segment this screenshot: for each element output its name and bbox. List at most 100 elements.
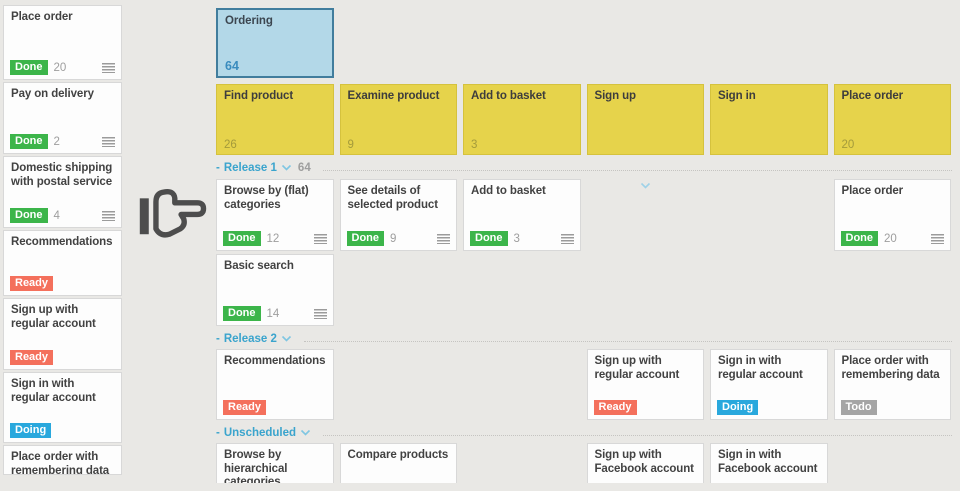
status-badge[interactable]: Done bbox=[223, 306, 261, 321]
card-title: Add to basket bbox=[471, 185, 546, 197]
card-title: Sign in bbox=[718, 90, 756, 102]
card-title: Sign in with Facebook account bbox=[718, 449, 818, 475]
status-badge[interactable]: Ready bbox=[223, 400, 267, 415]
activity-card[interactable]: Place order 20 bbox=[833, 84, 951, 155]
card-menu-icon[interactable] bbox=[931, 233, 944, 244]
pointer-bar bbox=[139, 198, 149, 235]
story-map-board: Ordering 64 Find product 26 Examine prod… bbox=[216, 0, 952, 483]
story-card[interactable]: Sign in with Facebook account bbox=[710, 443, 828, 483]
epic-card[interactable]: Ordering 64 bbox=[216, 8, 334, 78]
backlog-card[interactable]: Sign up with regular account Ready bbox=[3, 298, 122, 370]
status-badge[interactable]: Done bbox=[840, 231, 878, 246]
backlog-card[interactable]: Domestic shipping with postal service Do… bbox=[3, 156, 122, 228]
story-card[interactable]: Browse by hierarchical categories bbox=[216, 443, 334, 483]
story-card[interactable]: See details of selected product Done 9 bbox=[339, 179, 457, 251]
epic-row: Ordering 64 bbox=[216, 8, 952, 78]
collapse-dash-icon[interactable]: - bbox=[216, 161, 220, 174]
card-title: Sign up bbox=[594, 90, 637, 102]
card-points: 9 bbox=[390, 232, 397, 245]
card-points: 20 bbox=[53, 61, 67, 74]
card-title: Recommendations bbox=[224, 355, 326, 367]
release-separator bbox=[323, 435, 952, 436]
card-title: Domestic shipping with postal service bbox=[11, 162, 113, 188]
status-badge[interactable]: Doing bbox=[717, 400, 759, 415]
backlog-card[interactable]: Pay on delivery Done 2 bbox=[3, 82, 122, 154]
card-points: 4 bbox=[53, 209, 60, 222]
card-menu-icon[interactable] bbox=[437, 233, 450, 244]
release-header[interactable]: - Release 1 64 bbox=[216, 161, 952, 174]
story-card[interactable]: Sign up with Facebook account bbox=[586, 443, 704, 483]
card-title: Place order bbox=[841, 90, 904, 102]
release-label[interactable]: Release 1 bbox=[223, 161, 277, 174]
release-points: 64 bbox=[297, 161, 311, 174]
story-card[interactable]: Browse by (flat) categories Done 12 bbox=[216, 179, 334, 251]
card-menu-icon[interactable] bbox=[102, 62, 115, 73]
status-badge[interactable]: Done bbox=[10, 134, 48, 149]
release-label[interactable]: Release 2 bbox=[223, 332, 277, 345]
chevron-down-icon[interactable] bbox=[281, 335, 292, 342]
activity-card[interactable]: Find product 26 bbox=[216, 84, 334, 155]
epic-points: 64 bbox=[225, 59, 239, 73]
activity-card[interactable]: Add to basket 3 bbox=[463, 84, 581, 155]
collapse-dash-icon[interactable]: - bbox=[216, 426, 220, 439]
status-badge[interactable]: Done bbox=[470, 231, 508, 246]
card-menu-icon[interactable] bbox=[313, 233, 327, 244]
activity-card[interactable]: Sign up bbox=[586, 84, 704, 155]
backlog-card[interactable]: Place order with remembering data bbox=[3, 445, 122, 475]
chevron-down-icon[interactable] bbox=[640, 182, 651, 189]
story-card[interactable]: Add to basket Done 3 bbox=[463, 179, 581, 251]
pointing-hand-icon bbox=[138, 178, 208, 247]
card-title: Place order with remembering data bbox=[11, 451, 110, 475]
status-badge[interactable]: Done bbox=[10, 60, 48, 75]
story-card[interactable]: Recommendations Ready bbox=[216, 349, 334, 420]
activity-card[interactable]: Examine product 9 bbox=[339, 84, 457, 155]
status-badge[interactable]: Ready bbox=[10, 276, 54, 291]
card-menu-icon[interactable] bbox=[560, 233, 574, 244]
release-separator bbox=[303, 341, 952, 342]
card-title: Sign in with regular account bbox=[718, 355, 803, 381]
chevron-down-icon[interactable] bbox=[300, 429, 311, 436]
status-badge[interactable]: Todo bbox=[840, 400, 877, 415]
card-title: Browse by hierarchical categories bbox=[224, 449, 288, 483]
card-title: Browse by (flat) categories bbox=[224, 185, 309, 211]
card-title: Recommendations bbox=[11, 236, 113, 248]
story-card[interactable]: Place order Done 20 bbox=[833, 179, 951, 251]
story-card[interactable]: Compare products bbox=[339, 443, 457, 483]
card-points: 9 bbox=[347, 139, 354, 151]
release-row: Browse by (flat) categories Done 12 See … bbox=[216, 179, 952, 251]
story-card[interactable]: Sign up with regular account Ready bbox=[586, 349, 704, 420]
backlog-card[interactable]: Recommendations Ready bbox=[3, 230, 122, 296]
card-title: Place order with remembering data bbox=[841, 355, 940, 381]
card-menu-icon[interactable] bbox=[102, 210, 115, 221]
card-points: 26 bbox=[224, 139, 237, 151]
card-points: 12 bbox=[266, 232, 280, 245]
status-badge[interactable]: Ready bbox=[10, 350, 54, 365]
card-menu-icon[interactable] bbox=[102, 136, 115, 147]
story-card[interactable]: Basic search Done 14 bbox=[216, 254, 334, 326]
backlog-card[interactable]: Place order Done 20 bbox=[3, 5, 122, 80]
chevron-down-icon[interactable] bbox=[281, 164, 292, 171]
card-title: Place order bbox=[11, 11, 73, 23]
card-title: Basic search bbox=[224, 260, 294, 272]
card-points: 14 bbox=[266, 307, 280, 320]
status-badge[interactable]: Done bbox=[10, 208, 48, 223]
activity-card[interactable]: Sign in bbox=[710, 84, 828, 155]
card-title: Add to basket bbox=[471, 90, 546, 102]
release-label[interactable]: Unscheduled bbox=[223, 426, 297, 439]
card-title: Place order bbox=[841, 185, 904, 197]
status-badge[interactable]: Ready bbox=[593, 400, 637, 415]
story-card[interactable]: Sign in with regular account Doing bbox=[710, 349, 828, 420]
release-row: Basic search Done 14 bbox=[216, 254, 952, 326]
release-header[interactable]: - Release 2 bbox=[216, 332, 952, 345]
release-separator bbox=[322, 170, 952, 171]
status-badge[interactable]: Doing bbox=[10, 423, 52, 438]
status-badge[interactable]: Done bbox=[346, 231, 384, 246]
card-title: Pay on delivery bbox=[11, 88, 94, 100]
story-card[interactable]: Place order with remembering data Todo bbox=[833, 349, 951, 420]
status-badge[interactable]: Done bbox=[223, 231, 261, 246]
release-header[interactable]: - Unscheduled bbox=[216, 426, 952, 439]
backlog-card[interactable]: Sign in with regular account Doing bbox=[3, 372, 122, 443]
activity-row: Find product 26 Examine product 9 Add to… bbox=[216, 84, 952, 155]
collapse-dash-icon[interactable]: - bbox=[216, 332, 220, 345]
card-menu-icon[interactable] bbox=[313, 308, 327, 319]
